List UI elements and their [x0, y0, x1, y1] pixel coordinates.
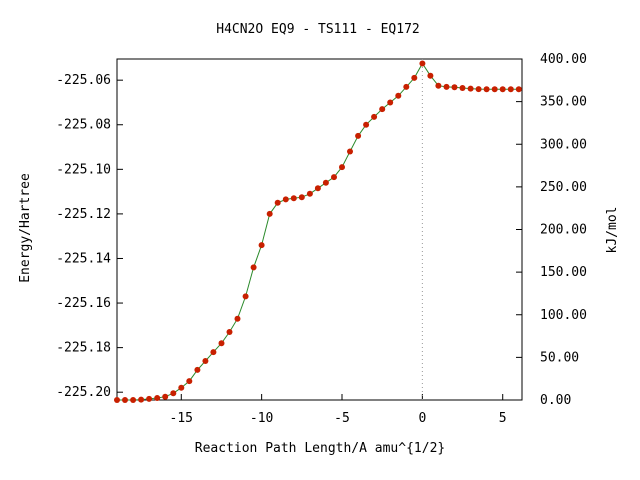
y2-tick-label: 200.00: [540, 223, 587, 238]
data-point: [427, 72, 434, 79]
y-tick-label: -225.12: [56, 207, 111, 222]
data-point: [515, 86, 522, 93]
data-point: [194, 366, 201, 373]
x-tick-label: 0: [418, 411, 426, 426]
data-point: [483, 86, 490, 93]
data-point: [162, 393, 169, 400]
energy-curve: [117, 62, 519, 401]
y-tick-label: -225.20: [56, 385, 111, 400]
data-point: [298, 194, 305, 201]
data-point: [290, 195, 297, 202]
x-tick-label: -15: [170, 411, 193, 426]
y-tick-label: -225.10: [56, 162, 111, 177]
data-point: [371, 113, 378, 120]
data-point: [234, 315, 241, 322]
data-point: [314, 185, 321, 192]
y2-tick-label: 350.00: [540, 95, 587, 110]
data-point: [499, 86, 506, 93]
data-point: [331, 174, 337, 181]
data-point: [322, 179, 329, 186]
data-point: [210, 349, 217, 356]
x-tick-label: -10: [250, 411, 273, 426]
y2-tick-label: 150.00: [540, 265, 587, 280]
data-point: [475, 86, 482, 93]
data-point: [347, 148, 353, 155]
data-point: [467, 85, 474, 92]
y2-tick-label: 100.00: [540, 308, 587, 323]
curve-line: [117, 62, 519, 401]
data-point: [170, 390, 177, 397]
data-point: [242, 293, 249, 300]
data-point: [363, 121, 370, 128]
data-point: [186, 378, 193, 385]
data-point: [250, 264, 257, 271]
y2-axis-label: kJ/mol: [605, 207, 620, 254]
data-point: [387, 99, 394, 106]
y-tick-label: -225.14: [56, 251, 111, 266]
y-tick-label: -225.06: [56, 73, 111, 88]
x-tick-label: 5: [499, 411, 507, 426]
data-point: [491, 86, 498, 93]
y-axis-label: Energy/Hartree: [18, 173, 33, 283]
data-point: [419, 60, 426, 67]
y2-tick-label: 250.00: [540, 180, 587, 195]
data-point: [282, 196, 289, 203]
data-point: [154, 395, 161, 401]
data-point: [411, 74, 418, 81]
x-axis-label: Reaction Path Length/A amu^{1/2}: [195, 441, 445, 456]
y2-tick-label: 400.00: [540, 52, 587, 67]
y2-tick-label: 0.00: [540, 393, 571, 408]
data-point: [355, 132, 362, 139]
y-tick-label: -225.16: [56, 296, 111, 311]
data-point: [339, 164, 345, 171]
data-point: [451, 84, 458, 91]
y2-tick-label: 300.00: [540, 137, 587, 152]
data-point: [459, 85, 466, 91]
data-point: [146, 395, 153, 402]
data-point: [122, 397, 128, 403]
data-point: [218, 340, 225, 347]
y-tick-label: -225.08: [56, 118, 111, 133]
data-point: [443, 83, 450, 90]
data-point: [202, 358, 209, 364]
data-point: [306, 190, 313, 197]
x-tick-label: -5: [334, 411, 350, 426]
plot-frame: [116, 58, 523, 401]
data-point: [226, 329, 233, 335]
data-point: [138, 396, 145, 403]
data-point: [130, 397, 137, 403]
data-point: [114, 397, 120, 403]
data-point: [258, 242, 265, 249]
y-tick-label: -225.18: [56, 341, 111, 356]
data-point: [403, 83, 410, 90]
y2-tick-label: 50.00: [540, 350, 579, 365]
axes: -225.20 -225.18 -225.16 -225.14 -225.12 -225.…: [56, 52, 587, 426]
data-points: [114, 60, 522, 403]
data-point: [507, 86, 514, 93]
data-point: [266, 210, 273, 217]
chart-title: H4CN2O EQ9 - TS111 - EQ172: [216, 22, 420, 37]
data-point: [274, 199, 281, 206]
data-point: [395, 92, 402, 99]
data-point: [379, 106, 386, 113]
data-point: [178, 384, 185, 391]
data-point: [435, 82, 442, 89]
